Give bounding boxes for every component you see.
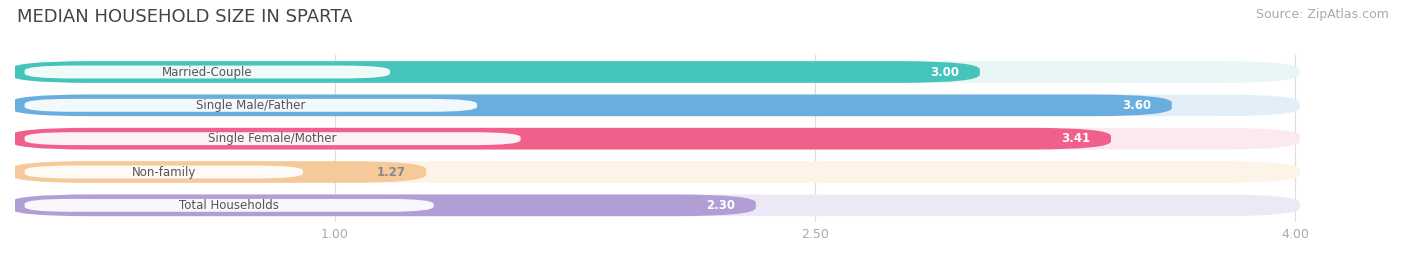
Text: 3.41: 3.41 <box>1062 132 1090 145</box>
Text: Source: ZipAtlas.com: Source: ZipAtlas.com <box>1256 8 1389 21</box>
FancyBboxPatch shape <box>10 61 980 83</box>
Text: Non-family: Non-family <box>132 165 195 179</box>
FancyBboxPatch shape <box>24 99 477 112</box>
FancyBboxPatch shape <box>24 165 304 178</box>
Text: 3.00: 3.00 <box>929 66 959 79</box>
FancyBboxPatch shape <box>10 94 1171 116</box>
Text: 3.60: 3.60 <box>1122 99 1152 112</box>
FancyBboxPatch shape <box>10 161 426 183</box>
FancyBboxPatch shape <box>10 194 1299 216</box>
Text: MEDIAN HOUSEHOLD SIZE IN SPARTA: MEDIAN HOUSEHOLD SIZE IN SPARTA <box>17 8 353 26</box>
FancyBboxPatch shape <box>10 61 1299 83</box>
FancyBboxPatch shape <box>10 194 756 216</box>
Text: 1.27: 1.27 <box>377 165 405 179</box>
FancyBboxPatch shape <box>10 128 1299 150</box>
Text: Single Female/Mother: Single Female/Mother <box>208 132 337 145</box>
FancyBboxPatch shape <box>24 199 433 212</box>
FancyBboxPatch shape <box>10 128 1111 150</box>
FancyBboxPatch shape <box>10 94 1299 116</box>
Text: Married-Couple: Married-Couple <box>162 66 253 79</box>
Text: 2.30: 2.30 <box>706 199 735 212</box>
Text: Total Households: Total Households <box>179 199 278 212</box>
Text: Single Male/Father: Single Male/Father <box>197 99 305 112</box>
FancyBboxPatch shape <box>10 161 1299 183</box>
FancyBboxPatch shape <box>24 132 520 145</box>
FancyBboxPatch shape <box>24 66 389 79</box>
